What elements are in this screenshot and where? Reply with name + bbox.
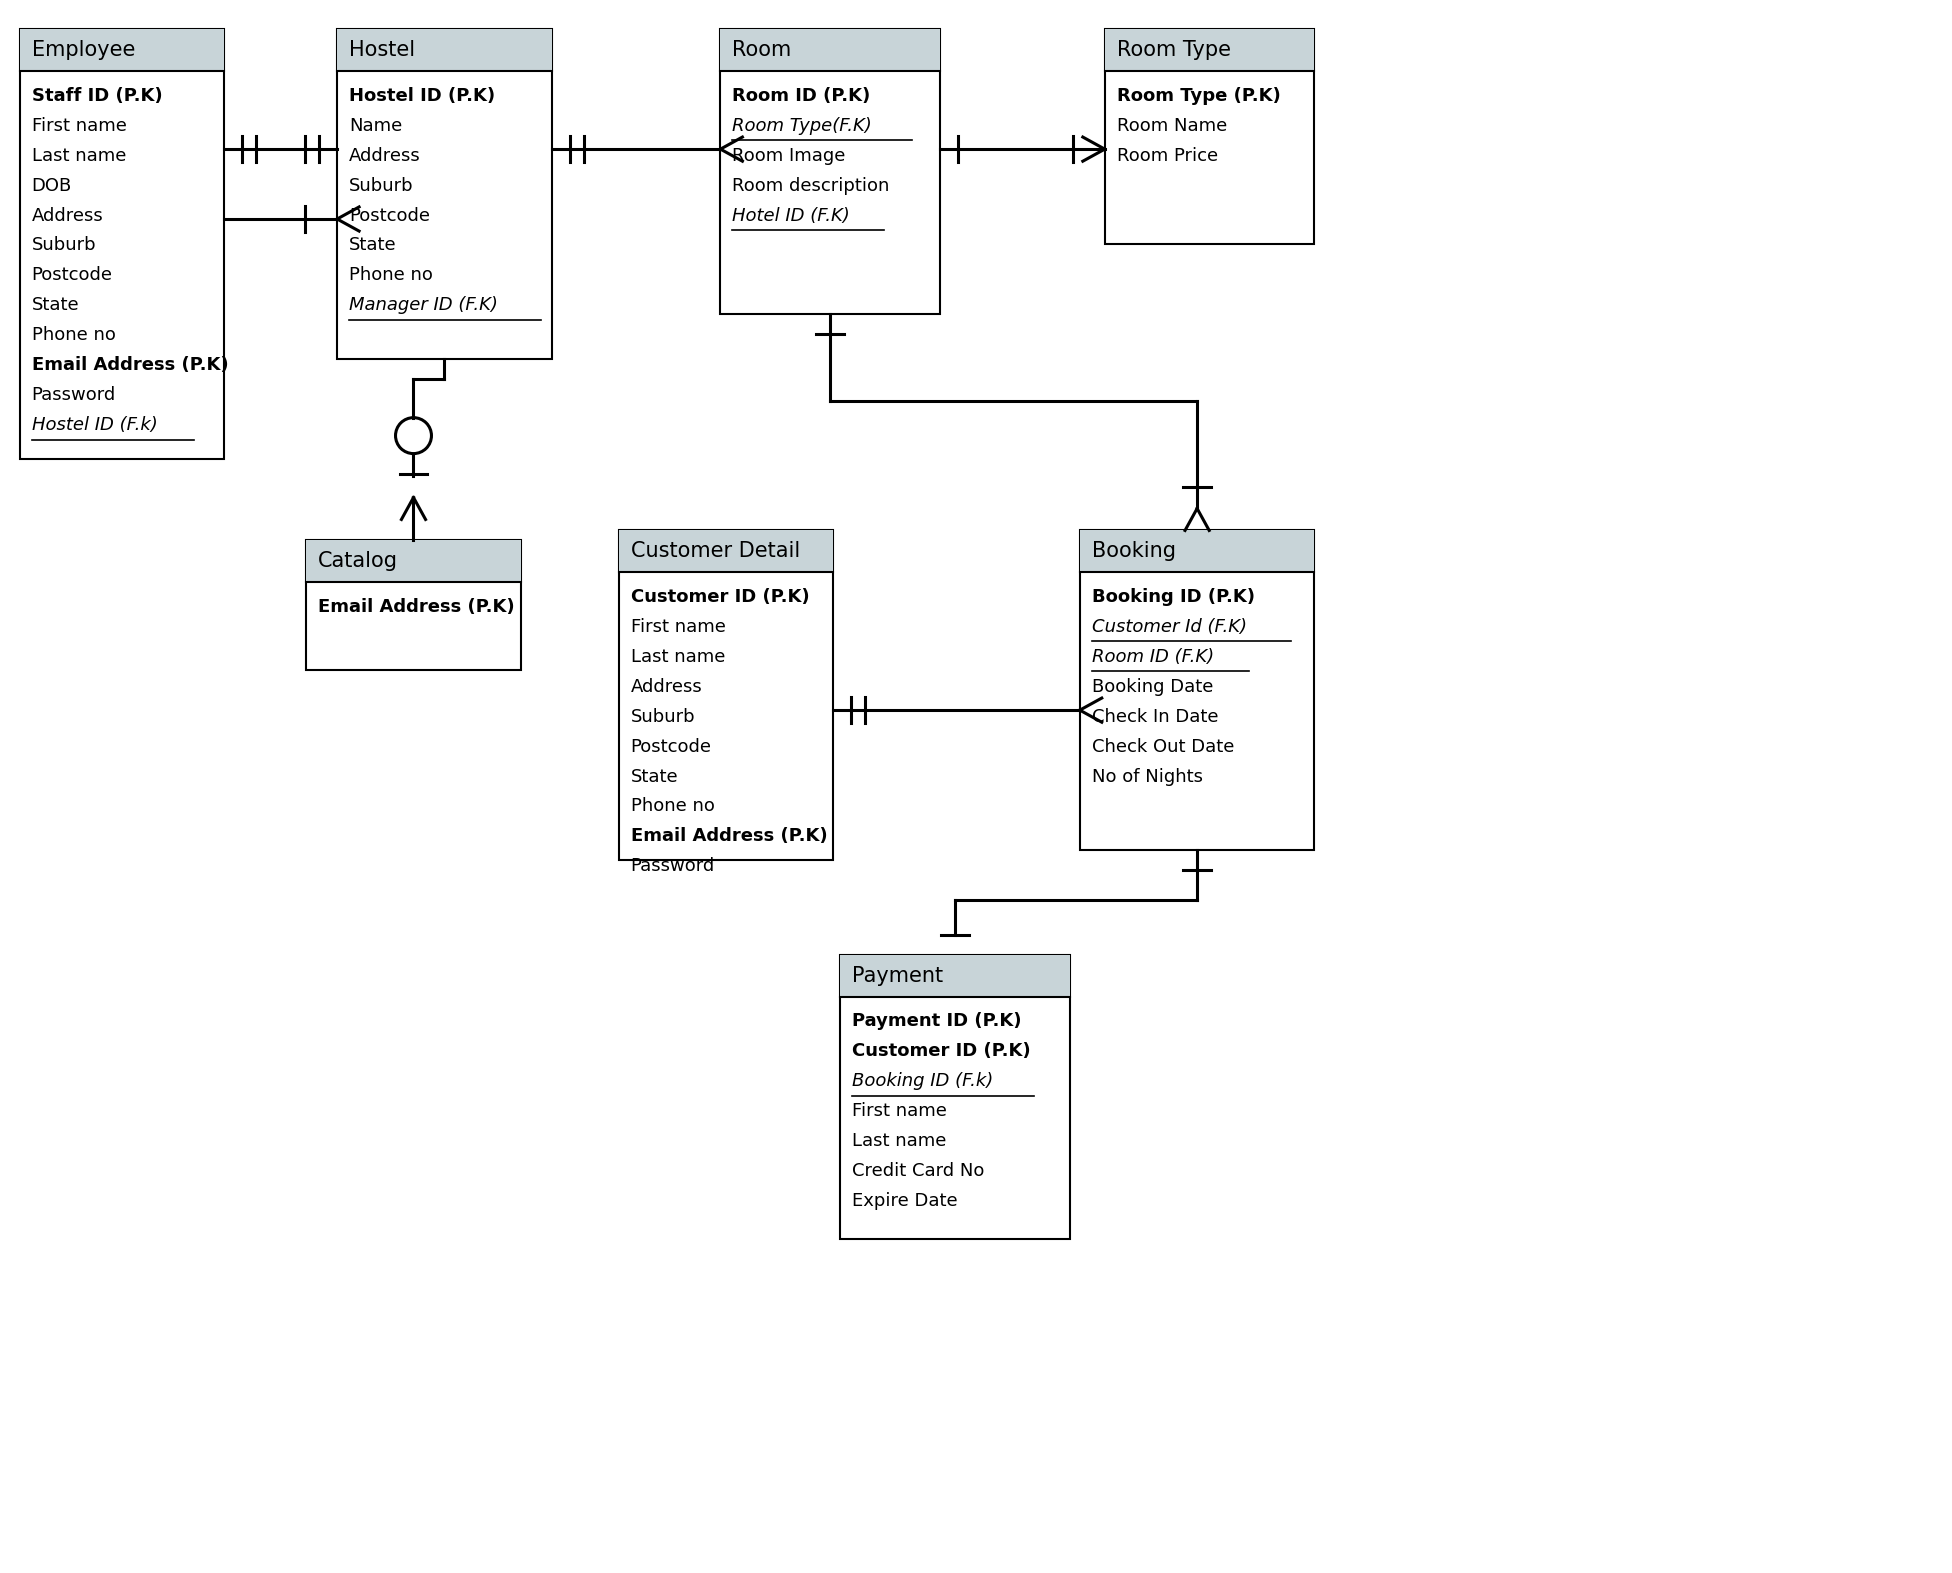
Text: Name: Name	[349, 116, 402, 135]
Text: Phone no: Phone no	[630, 798, 714, 815]
Text: Room Image: Room Image	[732, 146, 845, 165]
Text: Booking ID (F.k): Booking ID (F.k)	[853, 1071, 994, 1090]
Text: First name: First name	[31, 116, 127, 135]
Text: Customer ID (P.K): Customer ID (P.K)	[630, 588, 810, 606]
Text: Hotel ID (F.K): Hotel ID (F.K)	[732, 206, 851, 225]
Text: Room description: Room description	[732, 176, 890, 195]
Text: Expire Date: Expire Date	[853, 1192, 958, 1210]
Bar	[619, 530, 834, 573]
Text: Room Name: Room Name	[1117, 116, 1228, 135]
Bar	[1105, 30, 1314, 244]
Text: Last name: Last name	[853, 1133, 947, 1150]
Text: Room: Room	[732, 41, 793, 60]
Bar	[839, 955, 1070, 997]
Text: Room Type: Room Type	[1117, 41, 1232, 60]
Text: Room Price: Room Price	[1117, 146, 1218, 165]
Bar	[720, 30, 941, 71]
Text: State: State	[349, 236, 396, 255]
Bar	[20, 30, 224, 459]
Text: Manager ID (F.K): Manager ID (F.K)	[349, 296, 498, 315]
Text: Address: Address	[31, 206, 103, 225]
Text: Address: Address	[630, 678, 703, 695]
Text: Email Address (P.K): Email Address (P.K)	[630, 827, 828, 845]
Text: Last name: Last name	[630, 648, 724, 665]
Text: Booking Date: Booking Date	[1091, 678, 1214, 695]
Text: No of Nights: No of Nights	[1091, 768, 1202, 785]
Text: Customer Id (F.K): Customer Id (F.K)	[1091, 618, 1247, 635]
Text: Payment ID (P.K): Payment ID (P.K)	[853, 1011, 1021, 1030]
Text: Customer Detail: Customer Detail	[630, 541, 800, 562]
Text: Staff ID (P.K): Staff ID (P.K)	[31, 87, 162, 105]
Text: Check Out Date: Check Out Date	[1091, 738, 1234, 755]
Bar	[1079, 530, 1314, 573]
Text: Room ID (F.K): Room ID (F.K)	[1091, 648, 1214, 665]
Text: Catalog: Catalog	[318, 552, 398, 571]
Text: Booking: Booking	[1091, 541, 1175, 562]
Text: State: State	[630, 768, 677, 785]
Text: Email Address (P.K): Email Address (P.K)	[318, 598, 515, 615]
Text: Hostel ID (P.K): Hostel ID (P.K)	[349, 87, 496, 105]
Text: First name: First name	[630, 618, 726, 635]
Text: Employee: Employee	[31, 41, 135, 60]
Text: Room Type (P.K): Room Type (P.K)	[1117, 87, 1281, 105]
Text: Postcode: Postcode	[31, 266, 113, 285]
Bar	[306, 541, 521, 670]
Text: DOB: DOB	[31, 176, 72, 195]
Bar	[338, 30, 552, 71]
Text: Phone no: Phone no	[349, 266, 433, 285]
Bar	[338, 30, 552, 359]
Text: Password: Password	[630, 857, 714, 875]
Bar	[1079, 530, 1314, 849]
Text: Postcode: Postcode	[349, 206, 429, 225]
Text: Payment: Payment	[853, 966, 943, 986]
Text: Suburb: Suburb	[31, 236, 96, 255]
Text: Credit Card No: Credit Card No	[853, 1162, 984, 1180]
Bar	[20, 30, 224, 71]
Text: Hostel ID (F.k): Hostel ID (F.k)	[31, 417, 158, 434]
Text: Hostel: Hostel	[349, 41, 416, 60]
Text: First name: First name	[853, 1103, 947, 1120]
Text: Room Type(F.K): Room Type(F.K)	[732, 116, 873, 135]
Text: Suburb: Suburb	[630, 708, 695, 725]
Text: Password: Password	[31, 387, 115, 404]
Text: Suburb: Suburb	[349, 176, 414, 195]
Text: Check In Date: Check In Date	[1091, 708, 1218, 725]
Text: Address: Address	[349, 146, 422, 165]
Bar	[839, 955, 1070, 1240]
Text: Booking ID (P.K): Booking ID (P.K)	[1091, 588, 1255, 606]
Bar	[720, 30, 941, 315]
Bar	[306, 541, 521, 582]
Text: Customer ID (P.K): Customer ID (P.K)	[853, 1041, 1031, 1060]
Bar	[619, 530, 834, 860]
Text: Room ID (P.K): Room ID (P.K)	[732, 87, 871, 105]
Bar	[1105, 30, 1314, 71]
Text: Phone no: Phone no	[31, 326, 115, 344]
Text: State: State	[31, 296, 80, 315]
Text: Postcode: Postcode	[630, 738, 712, 755]
Text: Email Address (P.K): Email Address (P.K)	[31, 355, 228, 374]
Text: Last name: Last name	[31, 146, 127, 165]
